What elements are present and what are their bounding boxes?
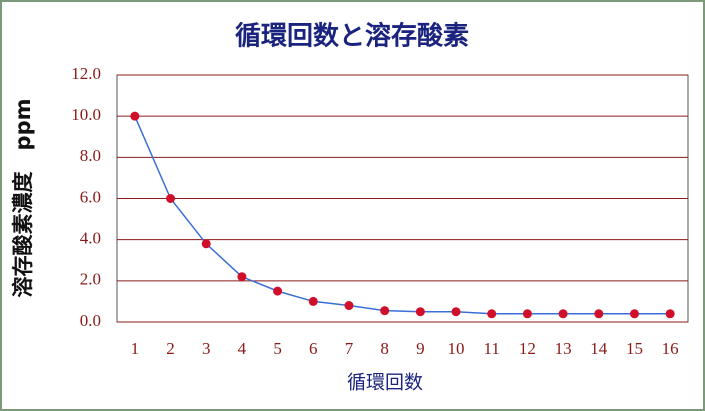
x-tick-label: 1 [131,339,140,358]
x-tick-label: 12 [519,339,536,358]
y-tick-label: 0.0 [80,311,101,330]
y-tick-label: 10.0 [71,105,101,124]
x-tick-label: 7 [345,339,354,358]
x-tick-label: 2 [166,339,175,358]
marker [522,309,532,319]
x-tick-label: 9 [416,339,425,358]
x-tick-label: 6 [309,339,318,358]
marker [273,286,283,296]
marker [558,309,568,319]
x-tick-label: 16 [662,339,679,358]
x-tick-label: 8 [380,339,389,358]
marker [344,301,354,311]
x-axis-label: 循環回数 [347,372,423,394]
x-tick-label: 15 [626,339,643,358]
marker [594,309,604,319]
marker [201,239,211,249]
marker [308,296,318,306]
y-axis-label: 溶存酸素濃度 ppm [11,99,35,298]
marker [166,194,176,203]
x-tick-label: 11 [484,339,500,358]
marker [130,111,140,121]
x-tick-label: 4 [238,339,247,358]
y-tick-label: 2.0 [80,270,101,289]
line [134,115,671,315]
x-tick-label: 5 [273,339,282,358]
y-tick-label: 4.0 [80,229,101,248]
marker [665,309,675,319]
marker [237,272,247,282]
x-tick-label: 13 [555,339,572,358]
y-tick-label: 6.0 [80,187,101,206]
x-tick-label: 3 [202,339,211,358]
y-tick-label: 8.0 [80,146,101,165]
x-tick-label: 14 [590,339,608,358]
chart-title: 循環回数と溶存酸素 [235,21,469,52]
marker [380,306,390,316]
marker [451,307,461,317]
y-tick-label: 12.0 [71,64,101,83]
marker [629,309,639,319]
marker [415,307,425,317]
marker [487,309,497,319]
x-tick-label: 10 [448,339,465,358]
